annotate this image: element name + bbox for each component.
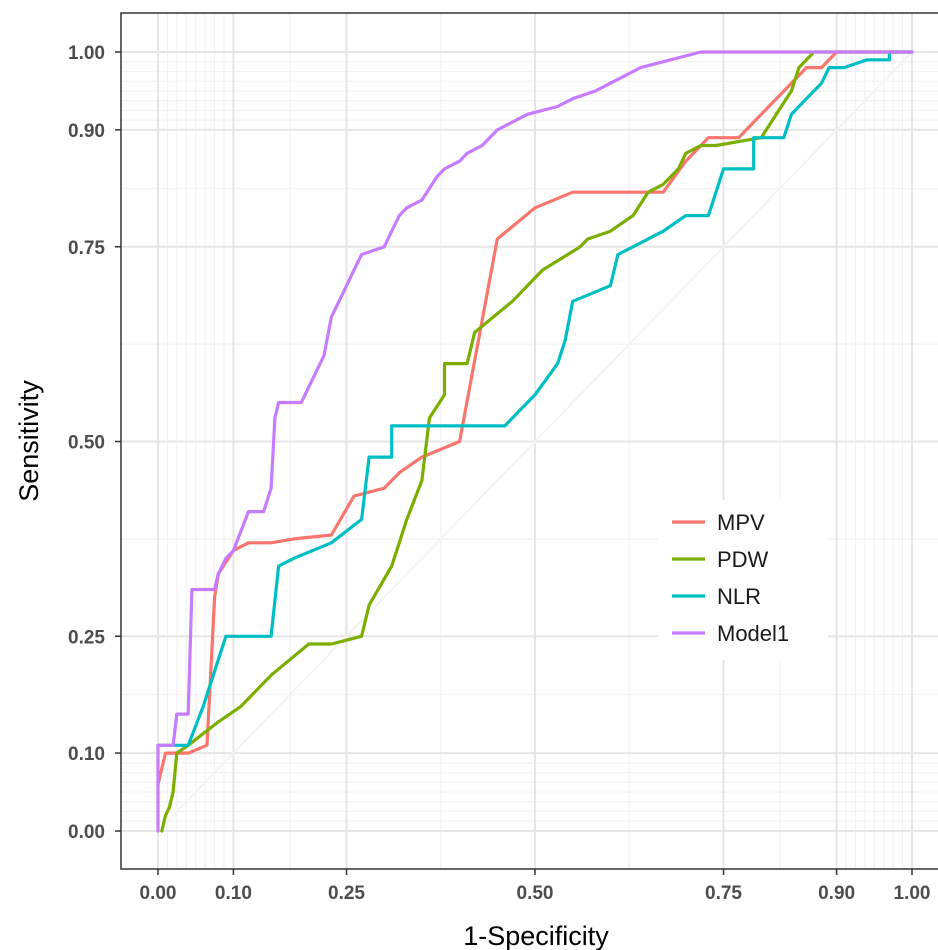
- legend-label-nlr: NLR: [717, 584, 761, 609]
- y-tick-label: 1.00: [68, 43, 105, 64]
- y-tick-label: 0.50: [68, 433, 105, 454]
- y-axis-ticks: 0.00 0.10 0.25 0.50 0.75 0.90 1.00: [68, 43, 121, 843]
- legend-label-mpv: MPV: [717, 510, 765, 535]
- y-axis-title: Sensitivity: [14, 380, 44, 502]
- y-tick-label: 0.00: [68, 822, 105, 843]
- legend-label-model1: Model1: [717, 621, 789, 646]
- y-tick-label: 0.10: [68, 744, 105, 765]
- series-line-model1: [156, 50, 914, 833]
- x-axis-title: 1-Specificity: [463, 921, 609, 950]
- reference-diagonal: [157, 51, 913, 832]
- x-axis-ticks: 0.00 0.10 0.25 0.50 0.75 0.90 1.00: [140, 869, 931, 904]
- y-tick-label: 0.90: [68, 121, 105, 142]
- legend: MPV PDW NLR Model1: [658, 500, 828, 660]
- x-tick-label: 0.90: [818, 883, 855, 904]
- x-tick-label: 0.10: [215, 883, 252, 904]
- major-gridlines: [121, 13, 938, 869]
- x-tick-label: 1.00: [894, 883, 931, 904]
- y-tick-label: 0.75: [68, 238, 105, 259]
- series-lines: [156, 50, 914, 833]
- series-line-pdw: [160, 50, 914, 833]
- x-tick-label: 0.75: [705, 883, 742, 904]
- x-tick-label: 0.50: [517, 883, 554, 904]
- legend-label-pdw: PDW: [717, 547, 769, 572]
- x-tick-label: 0.00: [140, 883, 177, 904]
- y-tick-label: 0.25: [68, 627, 105, 648]
- x-tick-label: 0.25: [328, 883, 365, 904]
- series-line-nlr: [156, 50, 914, 747]
